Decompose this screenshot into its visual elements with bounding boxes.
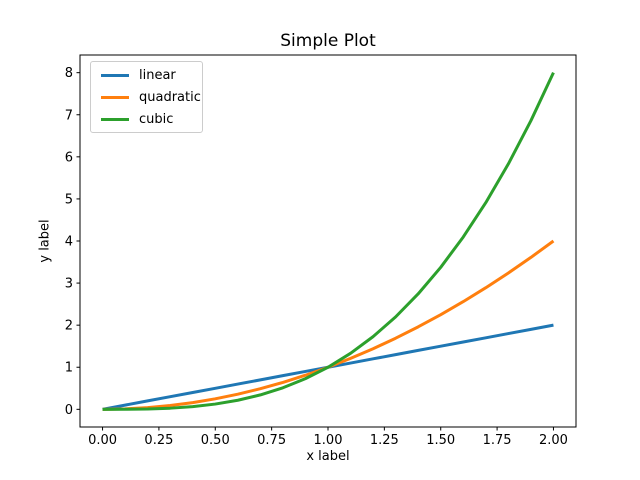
x-tick-label: 0.25 (144, 433, 173, 448)
y-tick-label: 4 (65, 235, 73, 250)
y-tick-label: 1 (65, 361, 73, 376)
legend-swatch-linear (101, 73, 129, 77)
x-tick-label: 0.50 (201, 433, 230, 448)
legend-item-linear: linear (91, 69, 202, 82)
line-quadratic (102, 239, 555, 411)
y-tick-label: 2 (65, 319, 73, 334)
legend-item-quadratic: quadratic (91, 91, 202, 104)
y-tick-label: 7 (65, 108, 73, 123)
y-tick-label: 8 (65, 66, 73, 81)
legend-label-quadratic: quadratic (139, 89, 201, 105)
legend: linear quadratic cubic (90, 61, 203, 133)
chart-title: Simple Plot (280, 31, 376, 51)
legend-swatch-cubic (101, 117, 129, 121)
x-tick-label: 0.00 (88, 433, 117, 448)
y-tick-label: 6 (65, 150, 73, 165)
legend-swatch-quadratic (101, 95, 129, 99)
y-tick-label: 0 (65, 403, 73, 418)
x-tick-label: 1.25 (370, 433, 399, 448)
y-tick-label: 3 (65, 277, 73, 292)
x-tick-label: 0.75 (257, 433, 286, 448)
x-tick-label: 1.00 (314, 433, 343, 448)
y-tick-label: 5 (65, 192, 73, 207)
x-axis-label: x label (306, 449, 350, 464)
x-tick-label: 1.50 (426, 433, 455, 448)
x-tick-label: 2.00 (539, 433, 568, 448)
legend-label-linear: linear (139, 67, 176, 83)
x-tick-label: 1.75 (483, 433, 512, 448)
legend-item-cubic: cubic (91, 113, 202, 126)
legend-label-cubic: cubic (139, 111, 174, 127)
line-cubic (102, 72, 555, 411)
